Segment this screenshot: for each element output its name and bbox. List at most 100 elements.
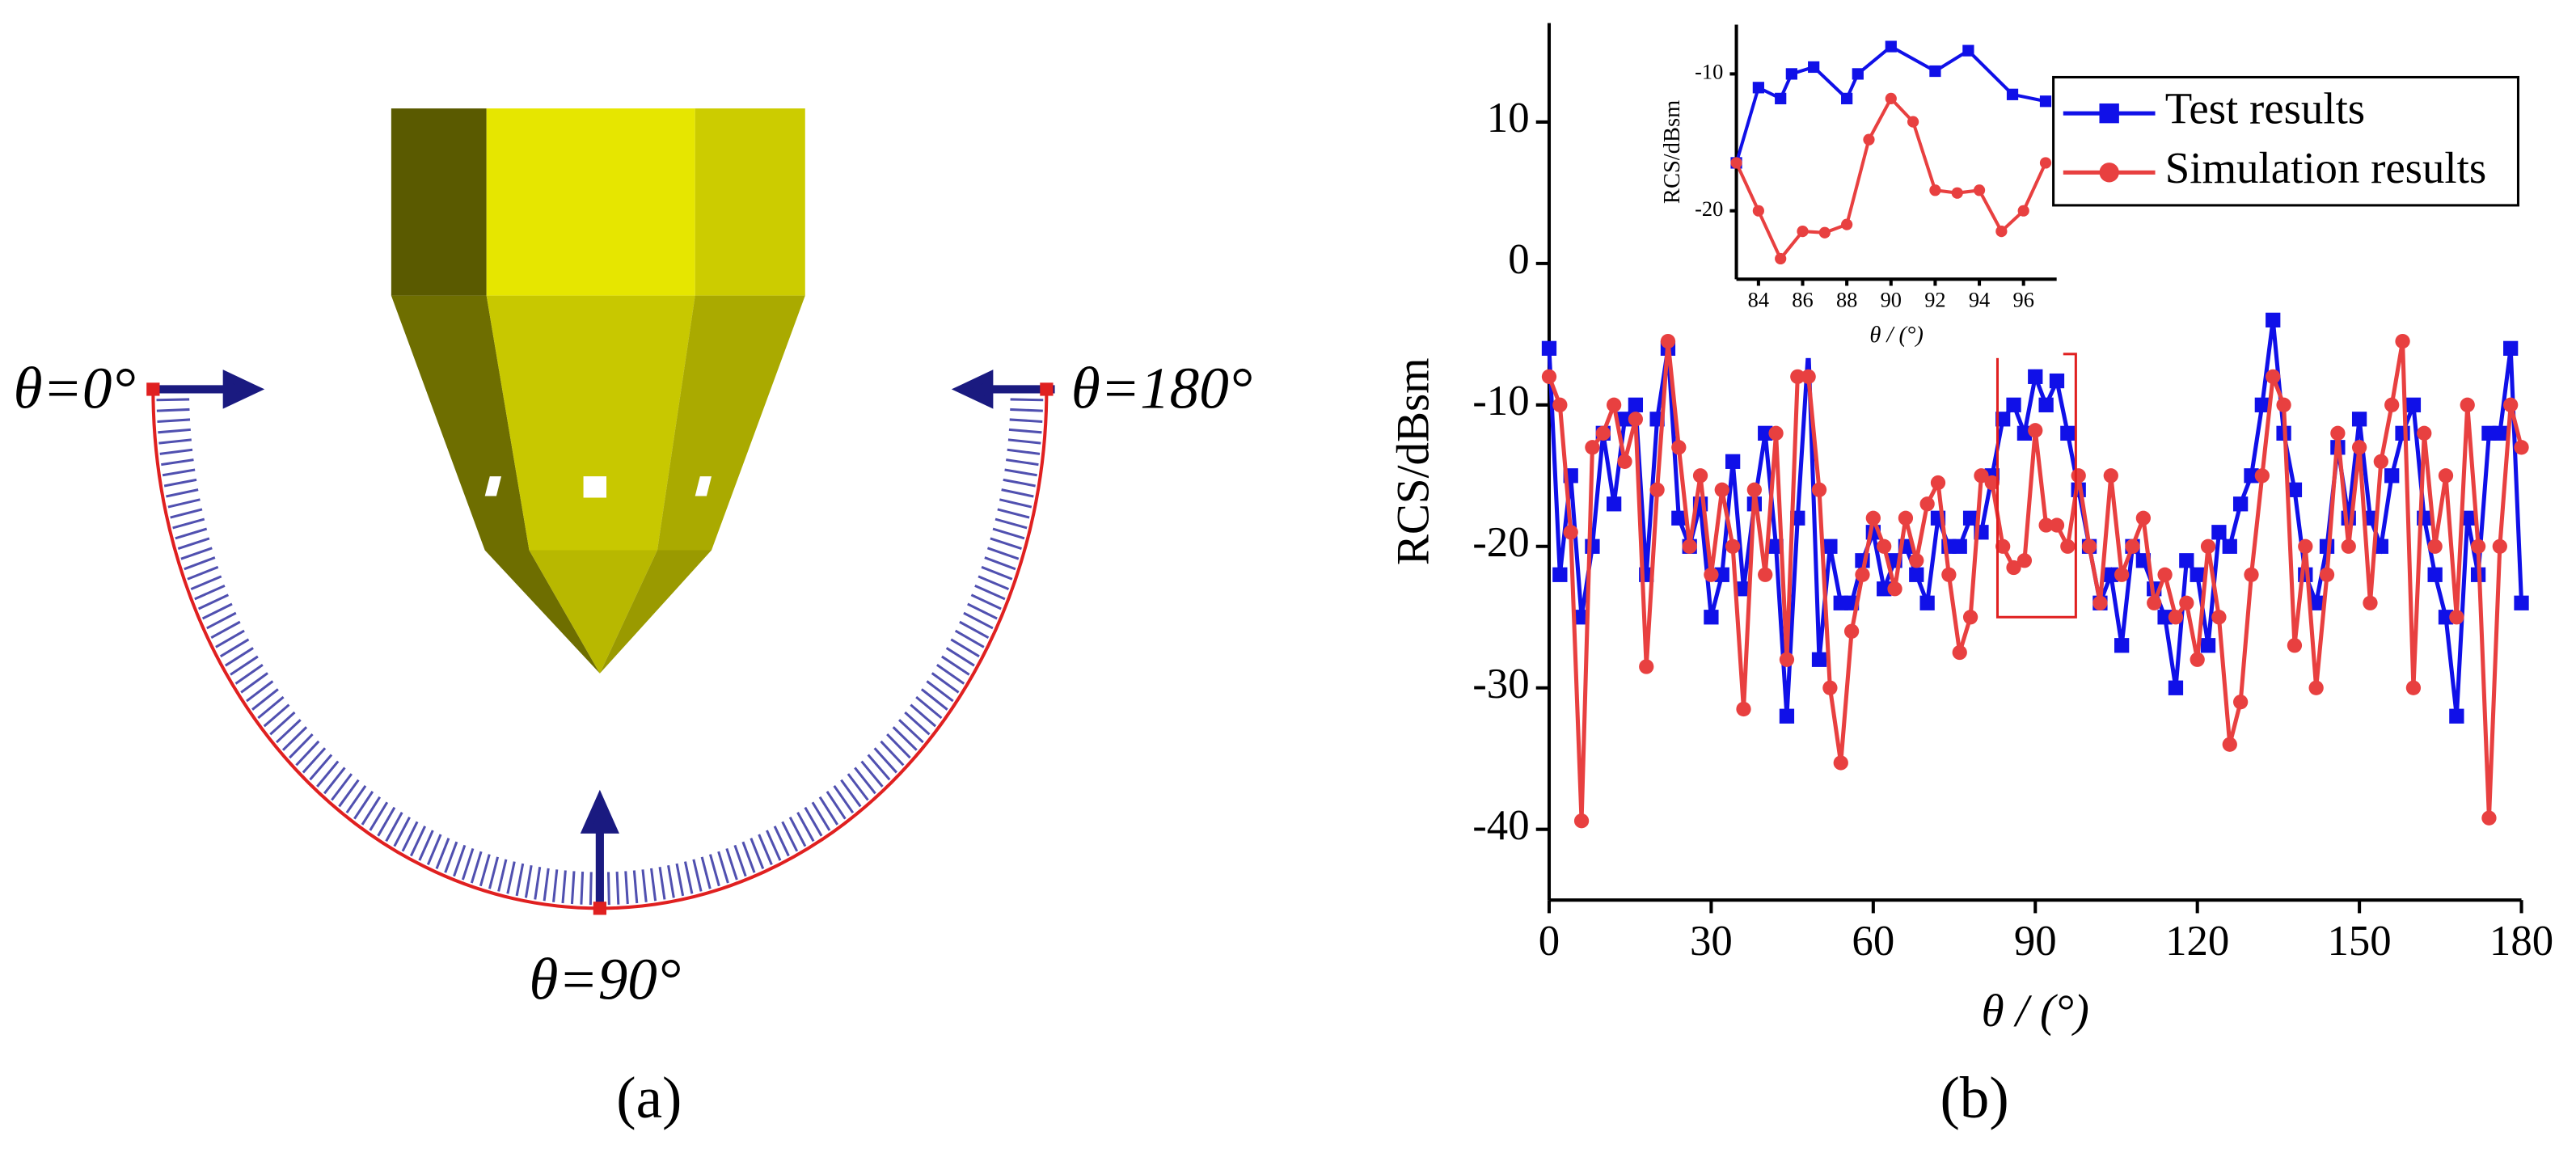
marker	[1885, 40, 1897, 53]
hatch-line	[230, 655, 259, 676]
marker	[2038, 517, 2054, 533]
marker	[2190, 652, 2205, 667]
marker	[1595, 425, 1611, 441]
hatch-line	[667, 865, 675, 898]
marker	[2481, 810, 2497, 826]
marker	[2179, 595, 2194, 610]
hatch-line	[219, 638, 250, 658]
marker	[2514, 440, 2529, 455]
hatch-line	[157, 418, 191, 423]
hatch-line	[950, 638, 980, 658]
marker	[1617, 454, 1632, 469]
hatch-line	[158, 438, 192, 445]
hatch-line	[246, 680, 274, 703]
hatch-line	[818, 796, 839, 826]
marker	[2287, 482, 2303, 497]
marker	[1790, 369, 1805, 384]
hatch-line	[506, 861, 516, 894]
marker	[1885, 92, 1897, 104]
legend-label: Test results	[2165, 84, 2365, 133]
marker	[2222, 737, 2237, 752]
x-tick-label: 92	[1924, 287, 1945, 311]
marker	[2135, 510, 2152, 526]
hatch-line	[175, 527, 208, 540]
hatch-line	[992, 527, 1025, 540]
hatch-line	[206, 611, 237, 630]
hatch-line	[479, 854, 491, 887]
marker	[1909, 567, 1924, 582]
x-tick-label: 30	[1690, 918, 1733, 965]
hatch-line	[187, 565, 219, 581]
hatch-line	[453, 844, 467, 877]
marker	[1898, 510, 1914, 526]
marker	[1995, 225, 2008, 238]
hatch-line	[692, 859, 703, 892]
marker	[2190, 567, 2205, 582]
endpoints	[146, 382, 1054, 915]
marker	[2200, 638, 2216, 653]
hatch-line	[758, 834, 773, 866]
marker	[1746, 482, 1762, 497]
marker	[1671, 440, 1687, 455]
x-tick-label: 0	[1539, 918, 1560, 965]
marker	[2060, 538, 2076, 554]
hatch-line	[773, 826, 790, 857]
hatch-line	[945, 647, 975, 667]
marker	[2006, 88, 2019, 100]
hatch-line	[847, 773, 869, 801]
marker	[1865, 510, 1881, 526]
marker	[2125, 538, 2140, 554]
marker	[2114, 638, 2130, 653]
hatch-line	[215, 629, 245, 648]
marker	[2211, 610, 2227, 625]
y-tick-label: 10	[1487, 95, 1530, 141]
marker	[1863, 133, 1875, 146]
marker	[1930, 475, 1946, 491]
hatch-line	[197, 593, 230, 610]
marker	[2157, 567, 2173, 582]
marker	[1752, 205, 1764, 217]
marker	[1725, 454, 1741, 469]
label-180: θ=180°	[1071, 355, 1252, 420]
marker	[2168, 680, 2184, 695]
marker	[1887, 581, 1902, 597]
marker	[2427, 567, 2443, 582]
hatch-line	[833, 784, 855, 814]
hatch-line	[190, 575, 222, 591]
marker	[2514, 595, 2529, 610]
hatch-line	[353, 791, 374, 820]
marker	[1833, 755, 1848, 771]
hatch-line	[700, 856, 712, 889]
marker	[1736, 701, 1751, 717]
hatch-line	[345, 784, 367, 814]
marker	[2308, 680, 2324, 695]
hatch-line	[997, 508, 1030, 519]
x-axis-label: θ / (°)	[1869, 323, 1924, 348]
y-axis-label: RCS/dBsm	[1388, 357, 1439, 565]
x-tick-label: 84	[1748, 287, 1769, 311]
marker	[2427, 538, 2443, 554]
marker	[1984, 475, 2000, 491]
marker	[2395, 333, 2410, 349]
label-0: θ=0°	[14, 355, 136, 420]
marker	[2405, 397, 2422, 412]
hatch-line	[1004, 468, 1037, 477]
hatch-line	[941, 655, 970, 676]
marker	[1951, 187, 1963, 199]
hatch-line	[936, 664, 965, 685]
marker	[2351, 440, 2367, 455]
hatch-line	[986, 547, 1020, 560]
hatch-line	[1007, 438, 1041, 445]
caption-b: (b)	[1940, 1065, 2008, 1130]
marker	[1995, 412, 2011, 427]
hatch-line	[162, 468, 196, 477]
hatch-line	[898, 719, 924, 744]
marker	[2049, 517, 2065, 533]
hatch-line	[470, 851, 483, 884]
hatch-line	[435, 838, 450, 870]
hatch-line	[257, 695, 285, 720]
hatch-line	[811, 801, 831, 831]
marker	[2006, 397, 2021, 412]
hatch-line	[295, 740, 320, 767]
hatch-line	[177, 537, 210, 550]
